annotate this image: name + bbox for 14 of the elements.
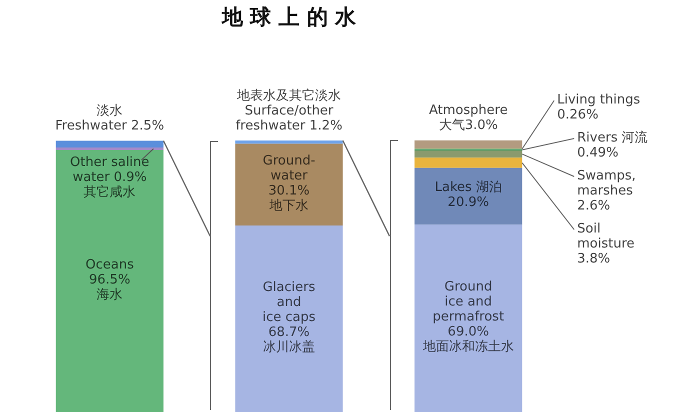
data-label: Rivers 河流 0.49% xyxy=(577,129,648,160)
chart-title: 地 球 上 的 水 xyxy=(220,5,358,30)
data-label: Atmosphere 大气3.0% xyxy=(428,103,508,134)
data-label: Oceans 96.5% 海水 xyxy=(85,257,134,302)
data-label: 地表水及其它淡水 Surface/other freshwater 1.2% xyxy=(236,87,342,134)
data-label: Living things 0.26% xyxy=(557,92,640,122)
data-label: Lakes 湖泊 20.9% xyxy=(434,180,502,210)
data-label: Ground ice and permafrost 69.0% 地面冰和冻土水 xyxy=(422,280,514,355)
data-label: Glaciers and ice caps 68.7% 冰川冰盖 xyxy=(262,280,316,356)
data-label: Ground- water 30.1% 地下水 xyxy=(262,153,316,214)
data-label: Soil moisture 3.8% xyxy=(577,221,635,266)
data-label: Swamps, marshes 2.6% xyxy=(577,168,636,214)
data-label: 淡水 Freshwater 2.5% xyxy=(55,104,164,134)
data-label: Other saline water 0.9% 其它咸水 xyxy=(70,154,150,200)
